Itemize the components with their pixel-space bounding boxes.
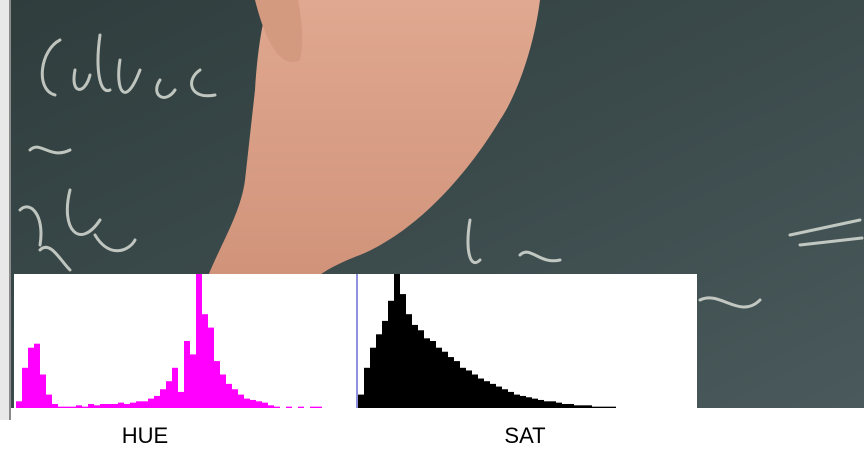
histogram-bar: [208, 327, 214, 408]
histogram-bar: [364, 367, 370, 408]
histogram-bar: [112, 403, 118, 408]
histogram-bar: [46, 394, 52, 408]
histogram-bar: [418, 330, 424, 408]
sat-label: SAT: [504, 423, 545, 446]
hue-label: HUE: [122, 423, 168, 446]
histogram-bar: [142, 401, 148, 408]
histogram-bar: [88, 403, 94, 408]
histogram-bar: [400, 294, 406, 408]
histogram-bar: [298, 406, 304, 408]
histogram-bar: [460, 367, 466, 408]
histogram-bar: [100, 403, 106, 408]
histogram-bar: [274, 406, 280, 408]
histogram-bar: [286, 406, 292, 408]
histogram-bar: [16, 401, 22, 408]
histogram-bar: [130, 402, 136, 408]
histogram-bar: [106, 403, 112, 408]
histogram-bar: [316, 406, 322, 408]
histogram-bar: [436, 347, 442, 408]
histogram-bar: [172, 367, 178, 408]
histogram-bar: [424, 338, 430, 408]
histogram-bar: [136, 401, 142, 408]
histogram-bar: [76, 405, 82, 408]
histogram-bar: [160, 389, 166, 408]
histogram-bar: [148, 398, 154, 408]
histogram-bar: [610, 406, 616, 408]
histogram-bar: [478, 378, 484, 408]
histogram-bar: [22, 367, 28, 408]
histogram-bar: [538, 399, 544, 408]
histogram-bar: [394, 274, 400, 408]
histogram-bar: [376, 334, 382, 408]
histogram-bar: [526, 397, 532, 408]
histogram-bar: [598, 406, 604, 408]
histogram-bar: [196, 274, 202, 408]
left-strip: [0, 0, 10, 420]
histogram-bar: [562, 403, 568, 408]
histogram-bar: [358, 394, 364, 408]
histogram-bar: [178, 391, 184, 408]
histogram-bar: [64, 406, 70, 408]
histogram-bar: [514, 394, 520, 408]
histogram-bar: [592, 406, 598, 408]
histogram-bar: [238, 394, 244, 408]
histogram-bar: [388, 300, 394, 408]
histogram-bar: [532, 398, 538, 408]
histogram-bar: [490, 383, 496, 408]
histogram-bar: [442, 351, 448, 408]
histogram-bar: [502, 389, 508, 408]
histogram-bar: [244, 398, 250, 408]
thumb: [255, 0, 303, 62]
histogram-bar: [190, 354, 196, 408]
histogram-bar: [370, 347, 376, 408]
histogram-bar: [94, 405, 100, 408]
histogram-bar: [556, 402, 562, 408]
histogram-bar: [466, 370, 472, 408]
histogram-bar: [154, 395, 160, 408]
histogram-bar: [520, 395, 526, 408]
histogram-bar: [58, 406, 64, 408]
histogram-bar: [52, 403, 58, 408]
histogram-bar: [70, 406, 76, 408]
histogram-bar: [226, 383, 232, 408]
histogram-bar: [412, 324, 418, 408]
histogram-bar: [580, 405, 586, 408]
chalk-writing: [18, 33, 864, 309]
histogram-bar: [550, 401, 556, 408]
histogram-bar: [586, 405, 592, 408]
histogram-bar: [268, 405, 274, 408]
histogram-bar: [544, 401, 550, 408]
histogram-bar: [382, 320, 388, 408]
histogram-bar: [472, 374, 478, 408]
histogram-bar: [34, 343, 40, 408]
histogram-bar: [250, 399, 256, 408]
histogram-bar: [496, 386, 502, 408]
histogram-bar: [214, 361, 220, 408]
histogram-bar: [82, 406, 88, 408]
histogram-bar: [118, 402, 124, 408]
histograms: [16, 274, 616, 408]
histogram-bar: [28, 347, 34, 408]
histogram-bar: [574, 405, 580, 408]
histogram-bar: [484, 381, 490, 408]
histogram-bar: [448, 357, 454, 408]
histogram-bar: [124, 403, 130, 408]
histogram-bar: [256, 401, 262, 408]
histogram-panel: [14, 274, 697, 408]
histogram-bar: [430, 341, 436, 408]
histogram-bar: [508, 391, 514, 408]
histogram-bar: [202, 314, 208, 408]
histogram-bar: [310, 406, 316, 408]
histogram-bar: [454, 361, 460, 408]
histogram-bar: [184, 341, 190, 408]
histogram-bar: [166, 381, 172, 408]
histogram-bar: [232, 389, 238, 408]
histogram-bar: [568, 403, 574, 408]
histogram-bar: [40, 374, 46, 408]
histogram-bar: [220, 374, 226, 408]
histogram-bar: [406, 314, 412, 408]
histogram-bar: [262, 402, 268, 408]
histogram-bar: [604, 406, 610, 408]
